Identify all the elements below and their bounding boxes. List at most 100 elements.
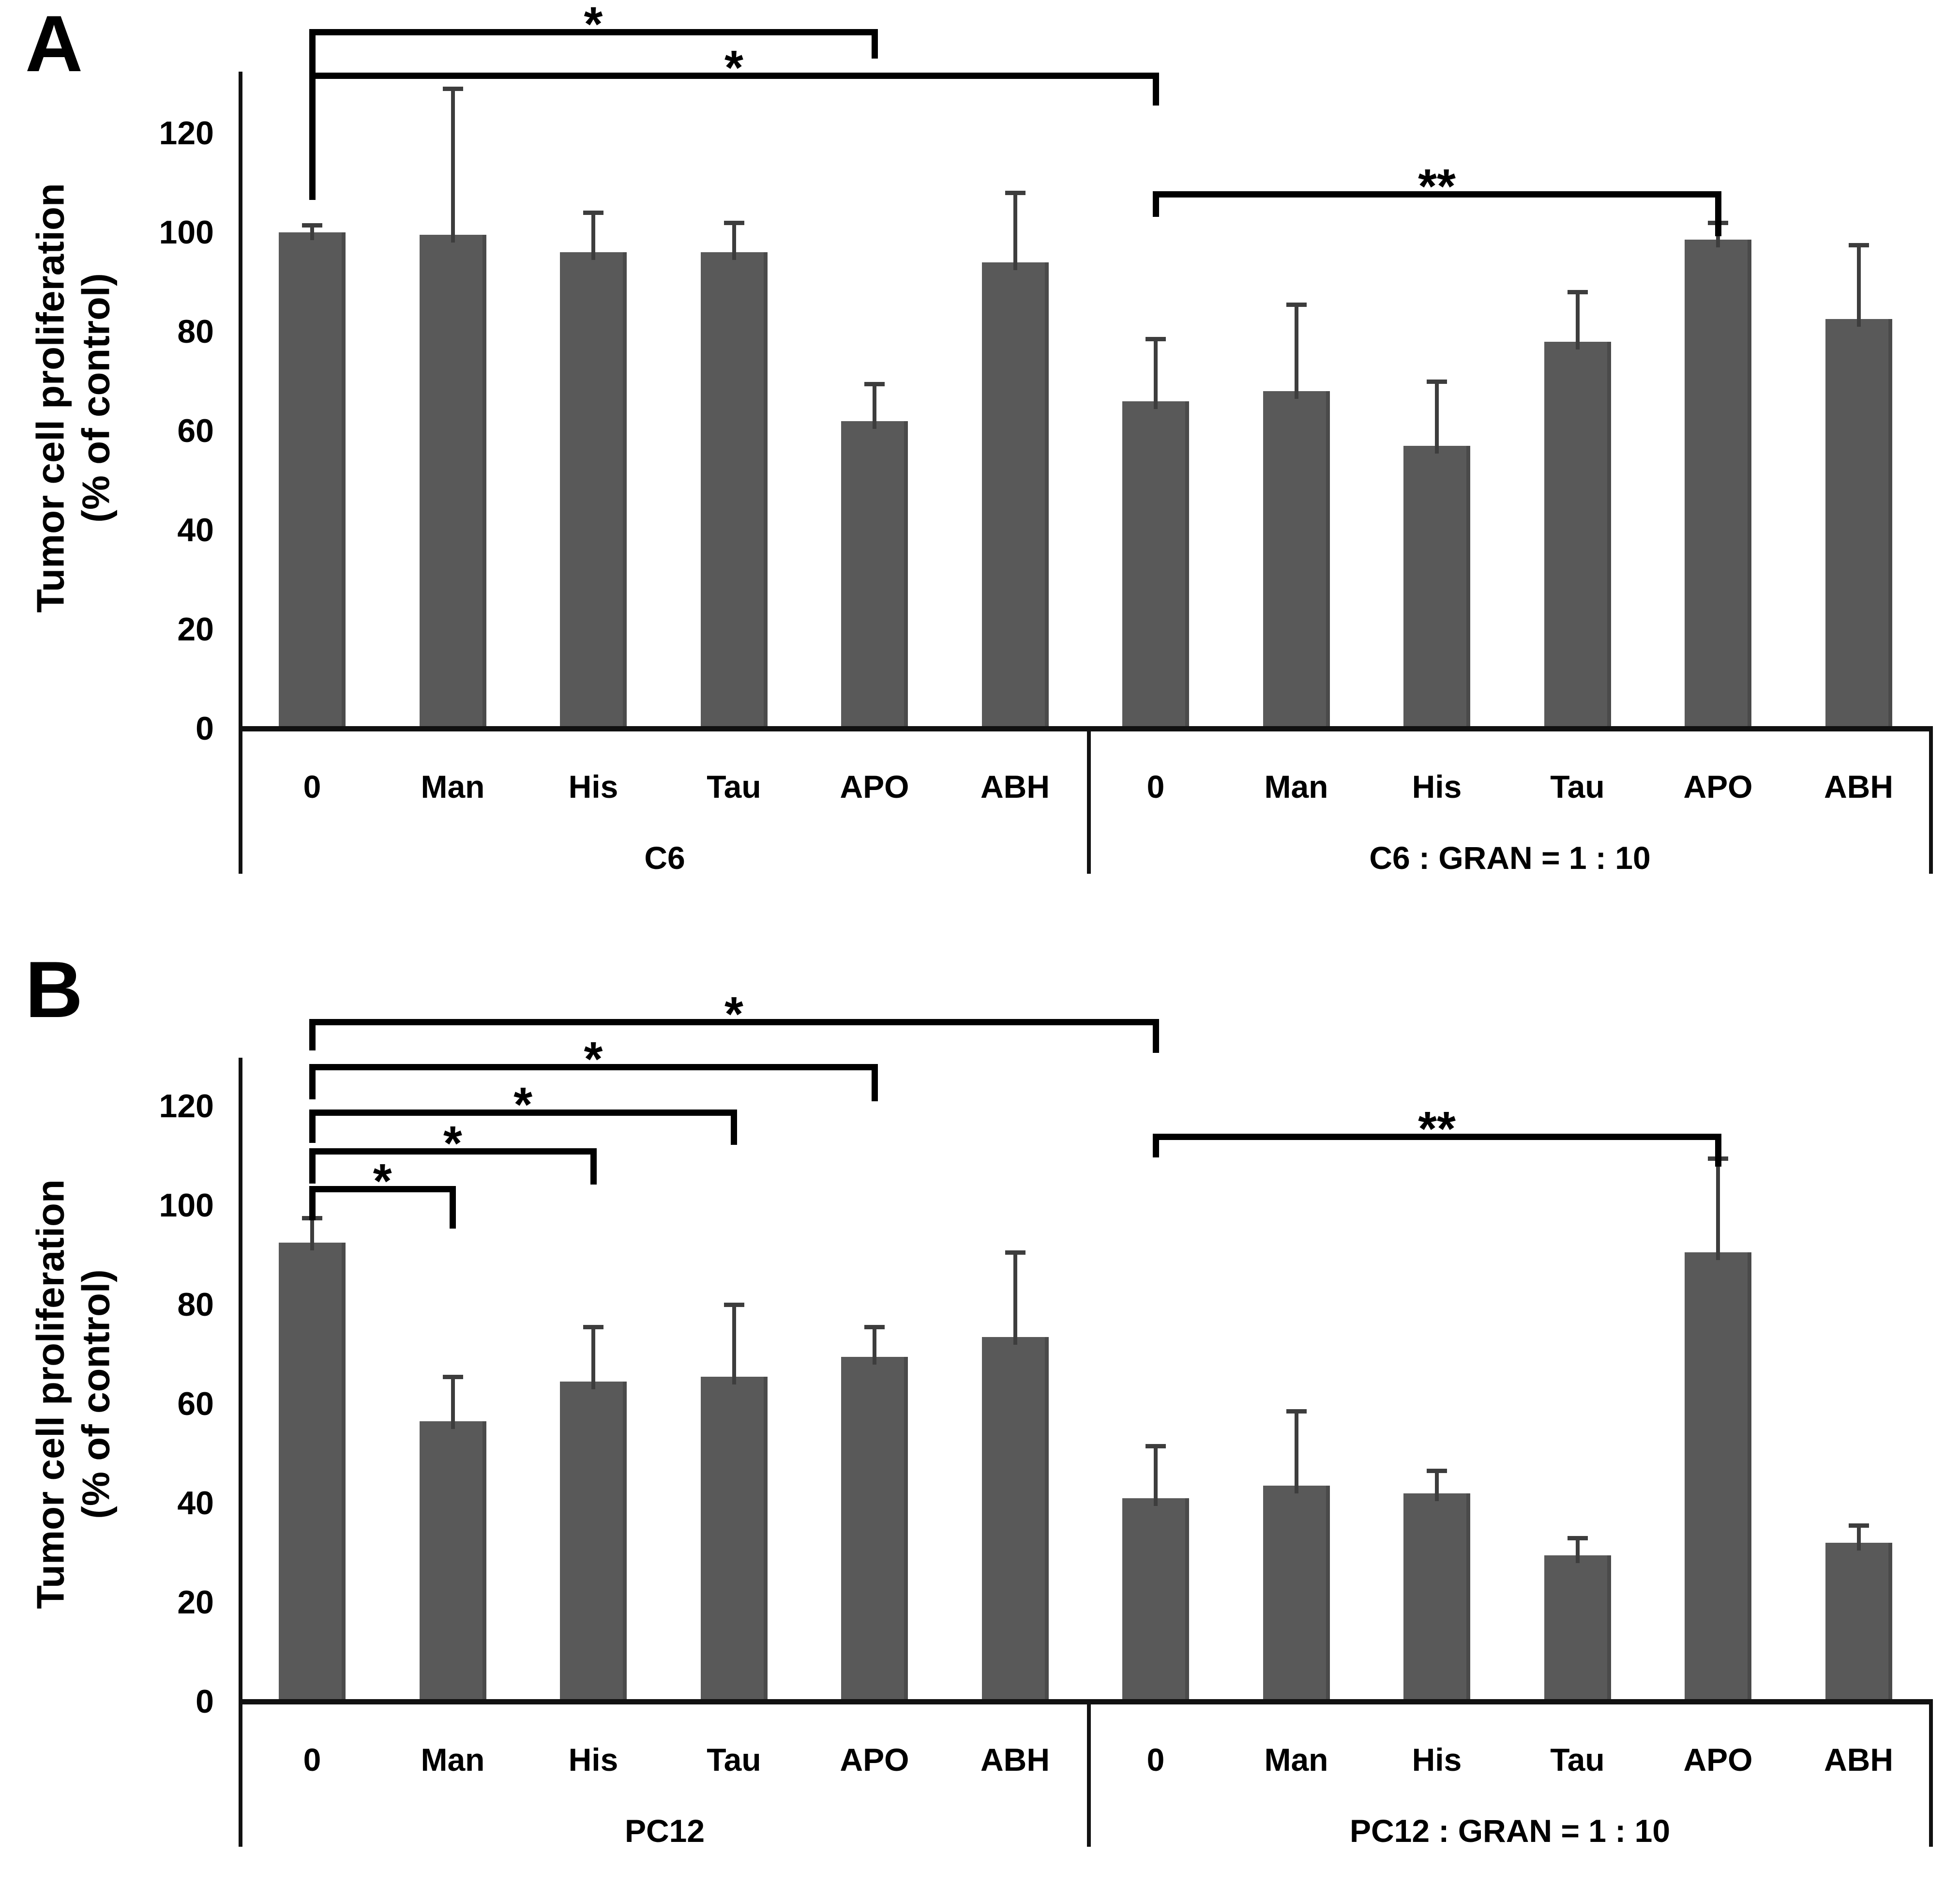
y-axis-line bbox=[239, 1058, 242, 1847]
error-bar-cap bbox=[1427, 1469, 1447, 1474]
significance-bracket bbox=[309, 29, 878, 35]
y-tick-label: 80 bbox=[177, 1286, 214, 1323]
error-bar-stem bbox=[1013, 193, 1017, 270]
bar bbox=[841, 421, 908, 729]
error-bar-cap bbox=[1005, 191, 1025, 195]
bar bbox=[279, 1242, 346, 1702]
significance-star: * bbox=[724, 41, 743, 95]
significance-bracket-right-drop bbox=[871, 1064, 878, 1101]
error-bar-cap bbox=[1286, 1409, 1307, 1414]
error-bar-stem bbox=[1856, 244, 1861, 327]
category-label: ABH bbox=[980, 1742, 1050, 1778]
y-axis-title-line1: Tumor cell proliferation bbox=[29, 183, 72, 613]
significance-bracket bbox=[1152, 1134, 1721, 1140]
y-tick-label: 0 bbox=[196, 1683, 214, 1720]
error-bar-cap bbox=[1848, 243, 1869, 247]
group-label: PC12 : GRAN = 1 : 10 bbox=[1349, 1813, 1671, 1849]
bar bbox=[1544, 341, 1611, 729]
error-bar-cap bbox=[302, 223, 322, 228]
category-label: ABH bbox=[980, 769, 1050, 805]
category-label: Man bbox=[1264, 1742, 1328, 1778]
category-label: His bbox=[568, 1742, 618, 1778]
error-bar-stem bbox=[591, 213, 595, 260]
significance-bracket bbox=[309, 73, 1159, 79]
error-bar-stem bbox=[873, 1327, 876, 1365]
y-axis-title-line1: Tumor cell proliferation bbox=[29, 1179, 72, 1609]
error-bar-cap bbox=[1146, 337, 1166, 342]
bar bbox=[700, 1376, 768, 1702]
y-tick-label: 80 bbox=[177, 313, 214, 350]
significance-star: ** bbox=[1418, 159, 1456, 213]
significance-bracket-right-drop bbox=[450, 1186, 456, 1229]
group-divider bbox=[1087, 1702, 1091, 1847]
significance-bracket-right-drop bbox=[1152, 73, 1159, 106]
category-label: His bbox=[1412, 769, 1462, 805]
error-bar-cap bbox=[724, 220, 744, 225]
bar bbox=[419, 235, 486, 729]
category-label: Man bbox=[1264, 769, 1328, 805]
bar bbox=[981, 262, 1049, 729]
category-label: Tau bbox=[1550, 769, 1605, 805]
bar bbox=[1403, 445, 1470, 729]
error-bar-stem bbox=[1716, 1158, 1720, 1261]
significance-star: * bbox=[513, 1078, 533, 1132]
bar bbox=[279, 232, 346, 729]
bar bbox=[981, 1337, 1049, 1702]
category-label: Man bbox=[421, 1742, 485, 1778]
significance-bracket-left-drop bbox=[309, 1110, 316, 1143]
significance-bracket bbox=[309, 1186, 456, 1192]
y-tick-label: 120 bbox=[159, 1088, 214, 1125]
category-label: ABH bbox=[1824, 1742, 1893, 1778]
error-bar-cap bbox=[1146, 1444, 1166, 1449]
significance-bracket-right-drop bbox=[731, 1110, 737, 1145]
significance-bracket-left-drop bbox=[309, 1064, 316, 1099]
y-tick-label: 40 bbox=[177, 1485, 214, 1521]
table-right-border bbox=[1929, 729, 1933, 874]
category-label: APO bbox=[840, 769, 909, 805]
significance-bracket-right-drop bbox=[1715, 191, 1721, 236]
error-bar-stem bbox=[1435, 1471, 1439, 1501]
bar bbox=[560, 1381, 627, 1702]
bar bbox=[700, 252, 768, 729]
panel-letter: B bbox=[25, 945, 83, 1034]
error-bar-cap bbox=[1005, 1250, 1025, 1255]
y-tick-label: 40 bbox=[177, 512, 214, 548]
error-bar-cap bbox=[1567, 290, 1588, 294]
bar bbox=[1544, 1555, 1611, 1702]
y-tick-label: 0 bbox=[196, 710, 214, 747]
significance-bracket-left-drop bbox=[309, 73, 316, 200]
significance-bracket-right-drop bbox=[1715, 1134, 1721, 1167]
significance-bracket bbox=[309, 1110, 737, 1116]
category-label: APO bbox=[840, 1742, 909, 1778]
bar bbox=[419, 1421, 486, 1702]
error-bar-stem bbox=[732, 1305, 736, 1384]
error-bar-stem bbox=[1575, 292, 1580, 350]
error-bar-cap bbox=[1286, 302, 1307, 307]
group-label: C6 : GRAN = 1 : 10 bbox=[1369, 840, 1651, 876]
bar bbox=[1122, 1498, 1189, 1702]
y-tick-label: 120 bbox=[159, 115, 214, 152]
error-bar-stem bbox=[451, 1376, 455, 1429]
significance-star: * bbox=[584, 0, 603, 51]
category-label: His bbox=[568, 769, 618, 805]
significance-bracket-left-drop bbox=[309, 1186, 316, 1220]
error-bar-cap bbox=[864, 1325, 885, 1330]
category-label: APO bbox=[1683, 1742, 1753, 1778]
bar bbox=[1825, 319, 1892, 729]
error-bar-cap bbox=[724, 1303, 744, 1307]
significance-bracket-right-drop bbox=[590, 1148, 597, 1185]
significance-bracket bbox=[1152, 191, 1721, 198]
bar bbox=[1685, 1252, 1751, 1702]
error-bar-stem bbox=[1575, 1537, 1580, 1563]
bar bbox=[1122, 401, 1189, 729]
bar bbox=[1685, 240, 1751, 729]
significance-bracket-right-drop bbox=[1152, 1019, 1159, 1053]
error-bar-stem bbox=[1856, 1525, 1861, 1551]
significance-bracket-left-drop bbox=[1152, 1134, 1159, 1157]
y-tick-label: 20 bbox=[177, 611, 214, 648]
bar bbox=[1263, 1486, 1330, 1702]
error-bar-stem bbox=[591, 1327, 595, 1389]
significance-bracket bbox=[309, 1064, 878, 1070]
y-tick-label: 100 bbox=[159, 1187, 214, 1224]
category-label: 0 bbox=[303, 1742, 321, 1778]
